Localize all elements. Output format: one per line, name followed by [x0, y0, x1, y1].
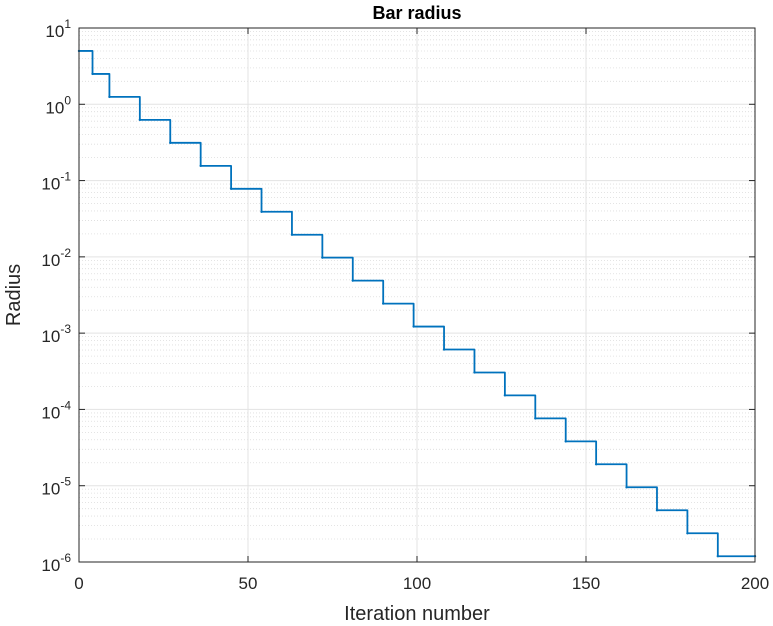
x-tick-label: 150: [572, 574, 600, 593]
x-tick-label: 100: [403, 574, 431, 593]
data-point: [260, 210, 263, 213]
y-tick-label: 10-6: [41, 551, 71, 575]
data-point: [108, 95, 111, 99]
series-line: [79, 50, 755, 558]
data-point: [686, 532, 689, 535]
data-point: [716, 555, 720, 558]
x-axis-title: Iteration number: [344, 603, 490, 625]
data-point: [382, 302, 385, 305]
data-point: [91, 72, 94, 76]
data-point: [594, 463, 598, 466]
y-tick-label: 10-5: [41, 475, 71, 499]
data-point: [138, 118, 142, 122]
data-point: [534, 417, 537, 420]
y-tick-label: 101: [45, 17, 71, 41]
data-point: [199, 164, 202, 168]
y-tick-label: 10-2: [41, 246, 71, 270]
data-point: [473, 371, 476, 374]
data-point: [321, 256, 324, 259]
data-point: [442, 348, 446, 351]
y-axis-title: Radius: [3, 264, 25, 326]
y-tick-label: 10-1: [41, 170, 71, 194]
data-point: [229, 187, 233, 191]
series-layer: [77, 49, 757, 558]
y-tick-label: 100: [45, 93, 71, 117]
axis-ticks: [78, 27, 756, 563]
data-point: [169, 141, 172, 145]
data-point: [503, 394, 507, 397]
data-point: [655, 509, 659, 512]
data-point: [412, 325, 415, 328]
data-point: [351, 279, 354, 282]
x-tick-label: 0: [74, 574, 83, 593]
data-point: [564, 440, 567, 443]
x-tick-label: 200: [741, 574, 769, 593]
x-tick-label: 50: [239, 574, 258, 593]
data-point: [625, 486, 628, 489]
y-tick-label: 10-3: [41, 322, 71, 346]
chart-title: Bar radius: [372, 3, 461, 23]
data-point: [290, 233, 294, 236]
tick-labels: 0 50 100 150 200 101 100 10-1 10-2 10-3 10-4 10-5 10…: [41, 17, 769, 593]
y-tick-label: 10-4: [41, 398, 71, 422]
